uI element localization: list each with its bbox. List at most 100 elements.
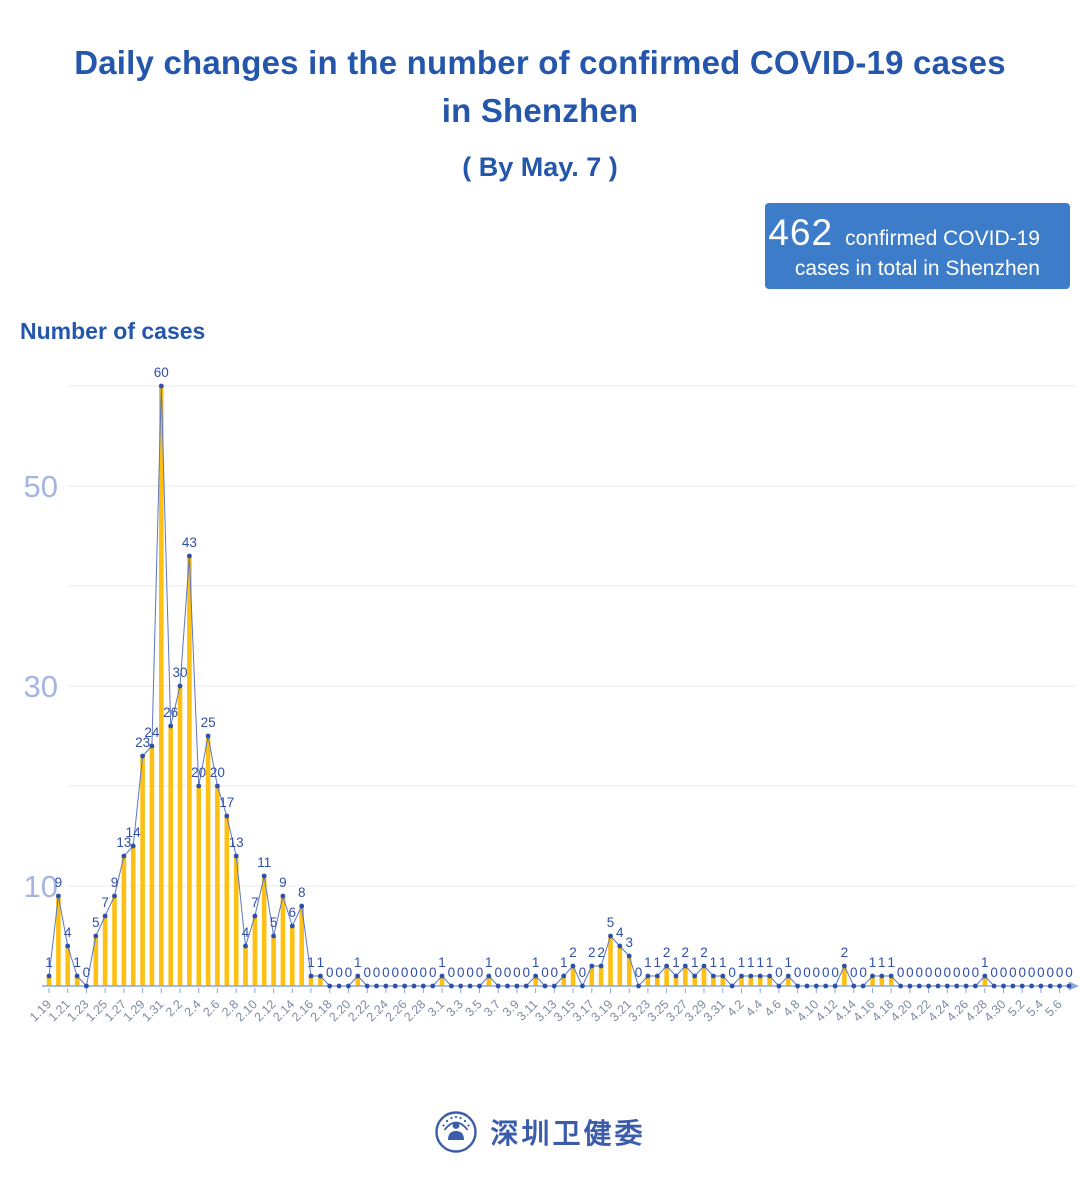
svg-text:1: 1 bbox=[738, 955, 746, 970]
svg-text:1: 1 bbox=[747, 955, 755, 970]
svg-text:2: 2 bbox=[663, 945, 671, 960]
svg-text:0: 0 bbox=[944, 965, 952, 980]
svg-text:0: 0 bbox=[429, 965, 437, 980]
svg-text:4: 4 bbox=[64, 925, 72, 940]
svg-text:1: 1 bbox=[654, 955, 662, 970]
svg-text:2: 2 bbox=[569, 945, 577, 960]
svg-text:1: 1 bbox=[756, 955, 764, 970]
svg-text:3: 3 bbox=[625, 935, 633, 950]
svg-text:0: 0 bbox=[466, 965, 474, 980]
svg-text:0: 0 bbox=[1000, 965, 1008, 980]
svg-text:6: 6 bbox=[289, 905, 297, 920]
svg-text:1: 1 bbox=[719, 955, 727, 970]
svg-text:0: 0 bbox=[803, 965, 811, 980]
svg-text:0: 0 bbox=[906, 965, 914, 980]
svg-text:0: 0 bbox=[522, 965, 530, 980]
svg-text:43: 43 bbox=[182, 535, 197, 550]
svg-text:5.6: 5.6 bbox=[1043, 997, 1065, 1019]
y-axis-tick-labels: 10 30 50 bbox=[24, 469, 58, 904]
svg-text:1: 1 bbox=[560, 955, 568, 970]
svg-text:0: 0 bbox=[410, 965, 418, 980]
svg-text:0: 0 bbox=[373, 965, 381, 980]
daily-cases-bars bbox=[46, 386, 988, 986]
svg-text:5: 5 bbox=[92, 915, 100, 930]
svg-text:0: 0 bbox=[1065, 965, 1073, 980]
svg-text:1: 1 bbox=[438, 955, 446, 970]
svg-text:1: 1 bbox=[766, 955, 774, 970]
svg-text:1: 1 bbox=[532, 955, 540, 970]
page-subtitle: ( By May. 7 ) bbox=[462, 152, 618, 182]
svg-text:0: 0 bbox=[1028, 965, 1036, 980]
svg-text:0: 0 bbox=[822, 965, 830, 980]
svg-text:26: 26 bbox=[163, 705, 178, 720]
svg-text:0: 0 bbox=[1018, 965, 1026, 980]
svg-text:1: 1 bbox=[981, 955, 989, 970]
svg-text:0: 0 bbox=[326, 965, 334, 980]
svg-text:11: 11 bbox=[257, 855, 271, 870]
svg-text:13: 13 bbox=[229, 835, 244, 850]
svg-text:4: 4 bbox=[242, 925, 250, 940]
badge-label-line1: confirmed COVID-19 bbox=[845, 226, 1040, 250]
svg-text:0: 0 bbox=[541, 965, 549, 980]
svg-text:2: 2 bbox=[682, 945, 690, 960]
footer: 深圳卫健委 bbox=[0, 1110, 1080, 1154]
svg-text:0: 0 bbox=[962, 965, 970, 980]
svg-text:7: 7 bbox=[251, 895, 259, 910]
y-axis-title: Number of cases bbox=[20, 318, 206, 344]
svg-text:0: 0 bbox=[990, 965, 998, 980]
svg-text:1: 1 bbox=[644, 955, 652, 970]
svg-text:30: 30 bbox=[24, 669, 58, 704]
svg-text:1: 1 bbox=[785, 955, 793, 970]
svg-text:0: 0 bbox=[728, 965, 736, 980]
svg-text:4: 4 bbox=[616, 925, 624, 940]
svg-text:60: 60 bbox=[154, 365, 169, 380]
svg-text:24: 24 bbox=[144, 725, 160, 740]
svg-text:0: 0 bbox=[363, 965, 371, 980]
svg-text:0: 0 bbox=[1009, 965, 1017, 980]
page-title-line1: Daily changes in the number of confirmed… bbox=[74, 44, 1006, 81]
svg-text:0: 0 bbox=[831, 965, 839, 980]
svg-text:1: 1 bbox=[672, 955, 680, 970]
svg-text:0: 0 bbox=[504, 965, 512, 980]
svg-text:0: 0 bbox=[1037, 965, 1045, 980]
organization-name: 深圳卫健委 bbox=[490, 1118, 646, 1149]
svg-text:0: 0 bbox=[551, 965, 559, 980]
data-points bbox=[46, 383, 1072, 989]
svg-text:0: 0 bbox=[897, 965, 905, 980]
svg-text:9: 9 bbox=[55, 875, 63, 890]
svg-text:0: 0 bbox=[1056, 965, 1064, 980]
svg-text:2: 2 bbox=[841, 945, 849, 960]
svg-text:0: 0 bbox=[335, 965, 343, 980]
total-cases-badge: 462 confirmed COVID-19 cases in total in… bbox=[765, 203, 1070, 289]
svg-text:0: 0 bbox=[635, 965, 643, 980]
total-cases-number: 462 bbox=[768, 211, 834, 253]
svg-text:0: 0 bbox=[494, 965, 502, 980]
svg-text:13: 13 bbox=[116, 835, 131, 850]
svg-text:10: 10 bbox=[24, 869, 58, 904]
svg-text:4.30: 4.30 bbox=[982, 997, 1009, 1024]
page-title-line2: in Shenzhen bbox=[441, 92, 639, 129]
svg-text:23: 23 bbox=[135, 735, 150, 750]
svg-text:0: 0 bbox=[391, 965, 399, 980]
svg-text:1: 1 bbox=[317, 955, 325, 970]
svg-text:5: 5 bbox=[607, 915, 615, 930]
svg-text:20: 20 bbox=[191, 765, 206, 780]
svg-text:14: 14 bbox=[126, 825, 142, 840]
svg-text:50: 50 bbox=[24, 469, 58, 504]
svg-text:0: 0 bbox=[448, 965, 456, 980]
svg-text:7: 7 bbox=[101, 895, 109, 910]
svg-text:0: 0 bbox=[859, 965, 867, 980]
svg-text:9: 9 bbox=[279, 875, 287, 890]
svg-text:0: 0 bbox=[513, 965, 521, 980]
svg-text:1: 1 bbox=[485, 955, 493, 970]
svg-text:2: 2 bbox=[597, 945, 605, 960]
svg-text:1: 1 bbox=[869, 955, 877, 970]
svg-text:0: 0 bbox=[579, 965, 587, 980]
x-axis-date-labels: 1.191.211.231.251.271.291.312.22.42.62.8… bbox=[27, 997, 1065, 1024]
svg-text:0: 0 bbox=[972, 965, 980, 980]
svg-text:0: 0 bbox=[850, 965, 858, 980]
svg-text:0: 0 bbox=[476, 965, 484, 980]
svg-text:0: 0 bbox=[345, 965, 353, 980]
svg-text:0: 0 bbox=[83, 965, 91, 980]
